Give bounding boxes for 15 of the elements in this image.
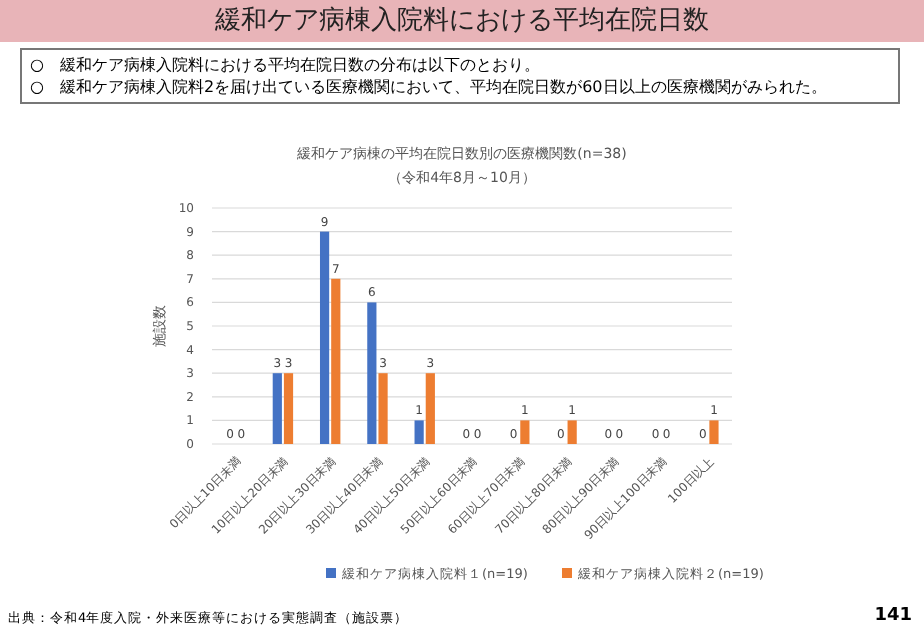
bar: [367, 302, 377, 444]
bar: [319, 231, 330, 444]
bar: [567, 420, 577, 444]
bar: [272, 373, 282, 444]
bar: [520, 420, 530, 444]
bar: [709, 420, 719, 444]
bar: [283, 373, 294, 444]
text: ○ 緩和ケア病棟入院料2を届け出ている医療機関において、平均在院日数が60日以上の医療機関がみられた。: [30, 76, 829, 98]
text: 141: [874, 606, 912, 626]
bar: [378, 373, 388, 444]
bar: [425, 373, 435, 444]
chart-title: 緩和ケア病棟入院料における平均在院日数: [0, 0, 924, 42]
text: ○ 緩和ケア病棟入院料における平均在院日数の分布は以下のとおり。: [30, 54, 542, 76]
bar: [414, 420, 424, 444]
bar: [331, 278, 341, 444]
